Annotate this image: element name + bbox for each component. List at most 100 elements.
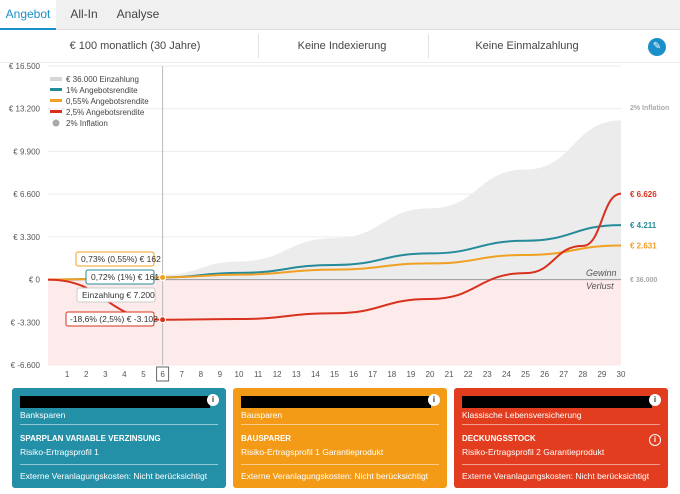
divider	[241, 424, 439, 425]
redacted-bar	[20, 396, 210, 408]
tooltip-055-text: 0,73% (0,55%) € 162	[81, 254, 161, 264]
y-tick-label: € 3.300	[13, 233, 40, 242]
product-name: Klassische Lebensversicherung	[462, 410, 582, 420]
legend-swatch	[52, 119, 60, 127]
lumpsum-option[interactable]: Keine Einmalzahlung	[475, 40, 579, 52]
projection-chart: € 16.500 € 13.200 € 9.900 € 6.600 € 3.300 € 0…	[9, 62, 669, 382]
info-icon[interactable]: i	[649, 434, 661, 446]
x-tick-label[interactable]: 3	[103, 370, 108, 379]
divider	[258, 34, 259, 58]
tab-angebot[interactable]: Angebot	[0, 0, 56, 30]
deposit-value-label: € 36.000	[630, 277, 657, 284]
tab-analyse[interactable]: Analyse	[112, 0, 164, 30]
divider	[462, 424, 660, 425]
tooltip-1-text: 0,72% (1%) € 161	[91, 272, 159, 282]
x-tick-label[interactable]: 18	[387, 370, 396, 379]
x-tick-label[interactable]: 5	[141, 370, 146, 379]
divider	[462, 464, 660, 465]
x-tick-label[interactable]: 17	[368, 370, 377, 379]
x-tick-label[interactable]: 1	[65, 370, 70, 379]
x-tick-label[interactable]: 19	[406, 370, 415, 379]
x-tick-label[interactable]: 25	[521, 370, 530, 379]
x-tick-label[interactable]: 24	[502, 370, 511, 379]
y-tick-label: € 16.500	[9, 62, 41, 71]
x-tick-label[interactable]: 23	[483, 370, 492, 379]
product-card-lebensversicherung[interactable]: i Klassische Lebensversicherung DECKUNGS…	[454, 388, 668, 488]
edit-button[interactable]: ✎	[648, 38, 666, 56]
x-tick-label[interactable]: 6	[160, 370, 165, 379]
product-name: Bausparen	[241, 410, 283, 420]
x-tick-label[interactable]: 27	[559, 370, 568, 379]
product-heading: SPARPLAN VARIABLE VERZINSUNG	[20, 434, 161, 443]
inflation-label: 2% Inflation	[630, 105, 669, 112]
series-point[interactable]	[159, 316, 167, 324]
x-tick-label[interactable]: 28	[578, 370, 587, 379]
x-tick-label[interactable]: 4	[122, 370, 127, 379]
product-costs: Externe Veranlagungskosten: Nicht berück…	[20, 471, 208, 481]
legend-label: € 36.000 Einzahlung	[66, 75, 139, 84]
product-costs: Externe Veranlagungskosten: Nicht berück…	[462, 471, 650, 481]
selected-year-box[interactable]	[156, 366, 170, 382]
series-end-label: € 4.211	[630, 221, 657, 230]
info-icon[interactable]: i	[649, 394, 661, 406]
x-tick-label[interactable]: 29	[597, 370, 606, 379]
product-profile: Risiko-Ertragsprofil 2 Garantieprodukt	[462, 447, 605, 457]
tooltip-25: -18,6% (2,5%) € -3.102	[65, 311, 158, 327]
product-heading: BAUSPARER	[241, 434, 292, 443]
x-tick-label[interactable]: 22	[464, 370, 473, 379]
tooltip-deposit: Einzahlung € 7.200	[76, 287, 156, 303]
legend-swatch	[50, 99, 62, 102]
monthly-option[interactable]: € 100 monatlich (30 Jahre)	[69, 40, 201, 52]
loss-label: Verlust	[586, 281, 614, 291]
x-tick-label[interactable]: 2	[84, 370, 89, 379]
tab-label: Analyse	[116, 7, 160, 21]
legend-label: 1% Angebotsrendite	[66, 86, 138, 95]
x-tick-label[interactable]: 30	[617, 370, 626, 379]
x-tick-label[interactable]: 21	[445, 370, 454, 379]
info-icon[interactable]: i	[428, 394, 440, 406]
x-tick-label[interactable]: 10	[235, 370, 244, 379]
x-tick-label[interactable]: 15	[330, 370, 339, 379]
x-tick-label[interactable]: 26	[540, 370, 549, 379]
product-name: Banksparen	[20, 410, 66, 420]
series-end-label: € 6.626	[630, 190, 657, 199]
product-card-banksparen[interactable]: i Banksparen SPARPLAN VARIABLE VERZINSUN…	[12, 388, 226, 488]
legend-label: 2% Inflation	[66, 119, 108, 128]
y-tick-label: € 6.600	[13, 190, 40, 199]
tab-all-in[interactable]: All-In	[62, 0, 106, 30]
series-point[interactable]	[159, 273, 167, 281]
product-costs: Externe Veranlagungskosten: Nicht berück…	[241, 471, 429, 481]
x-tick-label[interactable]: 8	[199, 370, 204, 379]
inflation-band	[48, 120, 621, 280]
x-tick-label[interactable]: 11	[254, 370, 263, 379]
redacted-bar	[241, 396, 431, 408]
legend-swatch	[50, 88, 62, 91]
x-tick-label[interactable]: 16	[349, 370, 358, 379]
options-bar: € 100 monatlich (30 Jahre) Keine Indexie…	[0, 30, 680, 63]
x-tick-label[interactable]: 13	[292, 370, 301, 379]
x-tick-label[interactable]: 14	[311, 370, 320, 379]
divider	[20, 424, 218, 425]
y-tick-label: € -3.300	[11, 318, 41, 327]
info-icon[interactable]: i	[207, 394, 219, 406]
product-profile: Risiko-Ertragsprofil 1 Garantieprodukt	[241, 447, 384, 457]
series-end-label: € 2.631	[630, 242, 657, 251]
product-heading: DECKUNGSSTOCK	[462, 434, 536, 443]
indexing-option[interactable]: Keine Indexierung	[297, 40, 387, 52]
legend-swatch	[50, 77, 62, 81]
legend-label: 0,55% Angebotsrendite	[66, 97, 149, 106]
x-tick-label[interactable]: 7	[179, 370, 184, 379]
x-tick-label[interactable]: 9	[218, 370, 223, 379]
x-tick-label[interactable]: 12	[273, 370, 282, 379]
tab-bar: Angebot All-In Analyse	[0, 0, 680, 30]
loss-zone	[48, 279, 621, 365]
x-tick-label[interactable]: 20	[426, 370, 435, 379]
tab-label: Angebot	[5, 7, 51, 21]
y-tick-label: € 9.900	[13, 147, 40, 156]
redacted-bar	[462, 396, 652, 408]
product-card-bausparen[interactable]: i Bausparen BAUSPARER Risiko-Ertragsprof…	[233, 388, 447, 488]
tooltip-1: 0,72% (1%) € 161	[85, 269, 159, 285]
product-profile: Risiko-Ertragsprofil 1	[20, 447, 99, 457]
pencil-icon: ✎	[652, 41, 662, 52]
gain-label: Gewinn	[586, 268, 617, 278]
